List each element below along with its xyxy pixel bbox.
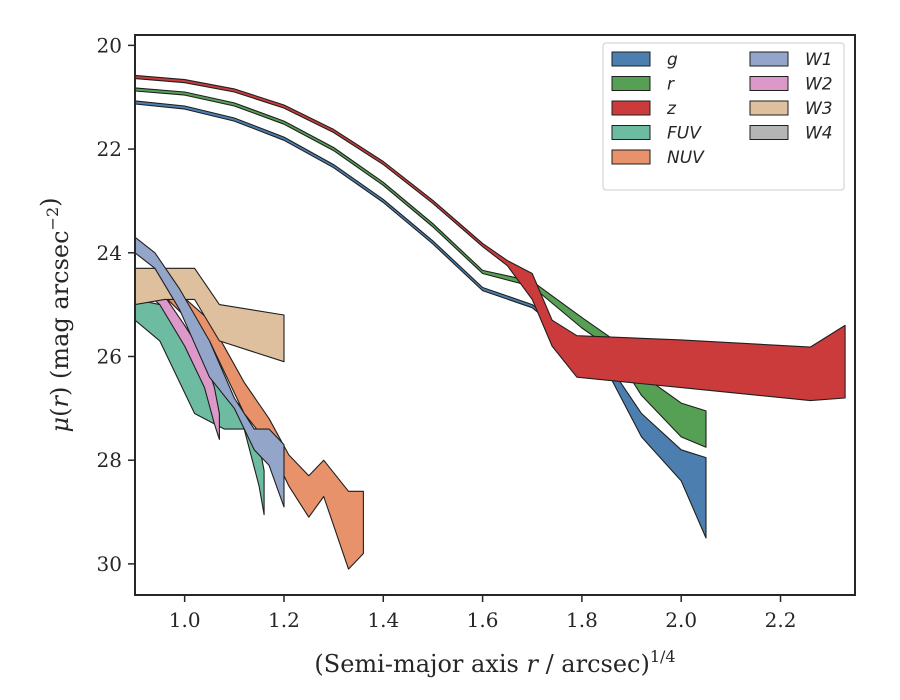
y-tick-label: 26 [97,344,122,368]
band-g [135,100,707,539]
x-tick-label: 1.8 [566,608,598,632]
legend-label-g: g [667,50,678,70]
legend-swatch-W4 [749,125,789,140]
x-axis: 1.0 1.2 1.4 1.6 1.8 2.0 2.2 [169,595,797,632]
legend-swatch-NUV [611,149,651,165]
band-z [135,74,846,402]
legend-swatch-z [611,100,651,116]
x-tick-label: 1.6 [467,608,499,632]
y-tick-label: 30 [97,552,122,576]
x-tick-label: 2.0 [665,608,697,632]
y-axis-label: μ(r) (mag arcsec−2) [36,197,74,432]
legend-swatch-W3 [749,100,789,116]
band-r [135,87,707,448]
y-tick-label: 20 [97,33,122,57]
x-tick-label: 1.0 [169,608,201,632]
legend-label-W2: W2 [805,75,833,95]
legend-label-W1: W1 [805,50,833,70]
x-axis-label: (Semi-major axis r / arcsec)1/4 [314,647,675,678]
legend-label-NUV: NUV [667,148,705,168]
plot-frame [134,34,856,596]
band-NUV [135,267,364,570]
legend: grz FUV NUV W1 W2 W3 W4 [602,42,845,191]
legend-label-FUV: FUV [667,124,702,144]
x-tick-label: 1.4 [367,608,399,632]
x-tick-label: 2.2 [765,608,797,632]
band-W1 [135,236,285,508]
legend-swatch-FUV [611,125,651,140]
legend-label-W4: W4 [805,124,833,144]
x-tick-label: 1.2 [268,608,300,632]
y-tick-label: 28 [97,448,122,472]
legend-swatch-W2 [749,76,789,91]
plot-area [135,74,846,570]
y-tick-label: 24 [97,241,122,265]
y-axis: 20 22 24 26 28 30 [97,33,135,576]
legend-label-W3: W3 [805,99,833,119]
legend-swatch-r [611,76,651,91]
legend-swatch-g [611,51,651,67]
y-tick-label: 22 [97,137,122,161]
legend-swatch-W1 [749,51,789,67]
legend-label-z: z [666,99,677,119]
legend-label-r: r [667,75,675,95]
